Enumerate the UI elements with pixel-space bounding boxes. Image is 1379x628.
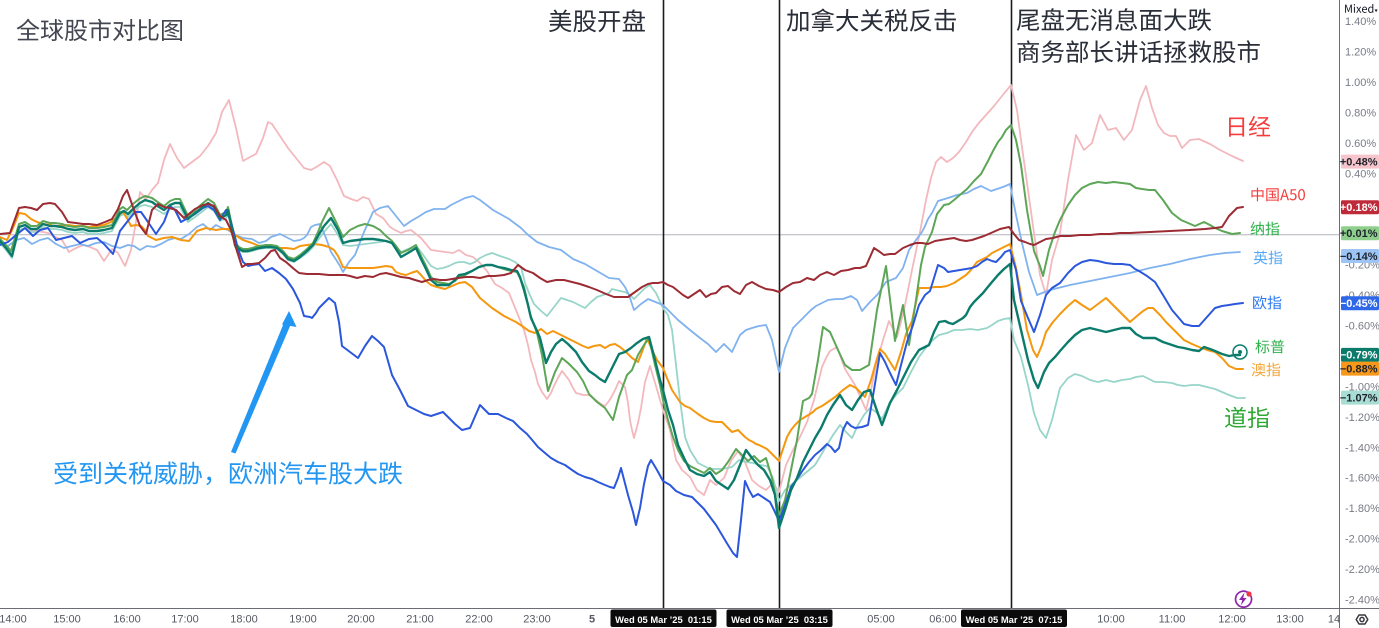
svg-text:23:00: 23:00 [523,614,551,626]
svg-text:21:00: 21:00 [406,614,434,626]
svg-text:11:00: 11:00 [1159,614,1186,626]
svg-text:1.40%: 1.40% [1345,16,1376,28]
svg-text:22:00: 22:00 [465,614,493,626]
svg-text:20:00: 20:00 [347,614,375,626]
svg-text:17:00: 17:00 [171,614,199,626]
svg-text:-1.60%: -1.60% [1345,473,1379,485]
svg-text:06:00: 06:00 [929,614,957,626]
svg-text:Wed 05 Mar ’25 07:15: Wed 05 Mar ’25 07:15 [966,614,1063,625]
svg-text:0.80%: 0.80% [1345,107,1376,119]
svg-text:5: 5 [589,614,595,626]
svg-text:−0.45%: −0.45% [1340,298,1378,310]
svg-text:-1.20%: -1.20% [1345,412,1379,424]
svg-text:-0.60%: -0.60% [1345,321,1379,333]
svg-text:13:00: 13:00 [1276,614,1304,626]
svg-text:Wed 05 Mar ’25 03:15: Wed 05 Mar ’25 03:15 [731,614,828,625]
svg-text:-2.20%: -2.20% [1345,564,1379,576]
svg-text:-1.40%: -1.40% [1345,442,1379,454]
svg-text:14:00: 14:00 [0,614,27,626]
svg-text:−0.88%: −0.88% [1340,363,1378,375]
svg-text:18:00: 18:00 [230,614,258,626]
svg-text:0.60%: 0.60% [1345,138,1376,150]
svg-text:+0.18%: +0.18% [1340,202,1378,214]
svg-text:14: 14 [1328,614,1340,626]
svg-text:+0.01%: +0.01% [1340,228,1378,240]
svg-text:-2.00%: -2.00% [1345,534,1379,546]
svg-text:Wed 05 Mar ’25 01:15: Wed 05 Mar ’25 01:15 [615,614,712,625]
svg-text:-1.80%: -1.80% [1345,503,1379,515]
svg-text:−0.79%: −0.79% [1340,350,1378,362]
svg-text:-2.40%: -2.40% [1345,595,1379,607]
svg-text:10:00: 10:00 [1097,614,1125,626]
svg-text:19:00: 19:00 [289,614,317,626]
svg-text:−1.07%: −1.07% [1340,392,1378,404]
svg-text:05:00: 05:00 [867,614,895,626]
svg-text:1.20%: 1.20% [1345,47,1376,59]
svg-text:15:00: 15:00 [53,614,81,626]
svg-text:16:00: 16:00 [113,614,141,626]
svg-text:+0.48%: +0.48% [1340,156,1378,168]
svg-text:-1.00%: -1.00% [1345,381,1379,393]
svg-text:−0.14%: −0.14% [1340,251,1378,263]
svg-text:0.40%: 0.40% [1345,168,1376,180]
svg-text:1.00%: 1.00% [1345,77,1376,89]
svg-text:12:00: 12:00 [1218,614,1246,626]
